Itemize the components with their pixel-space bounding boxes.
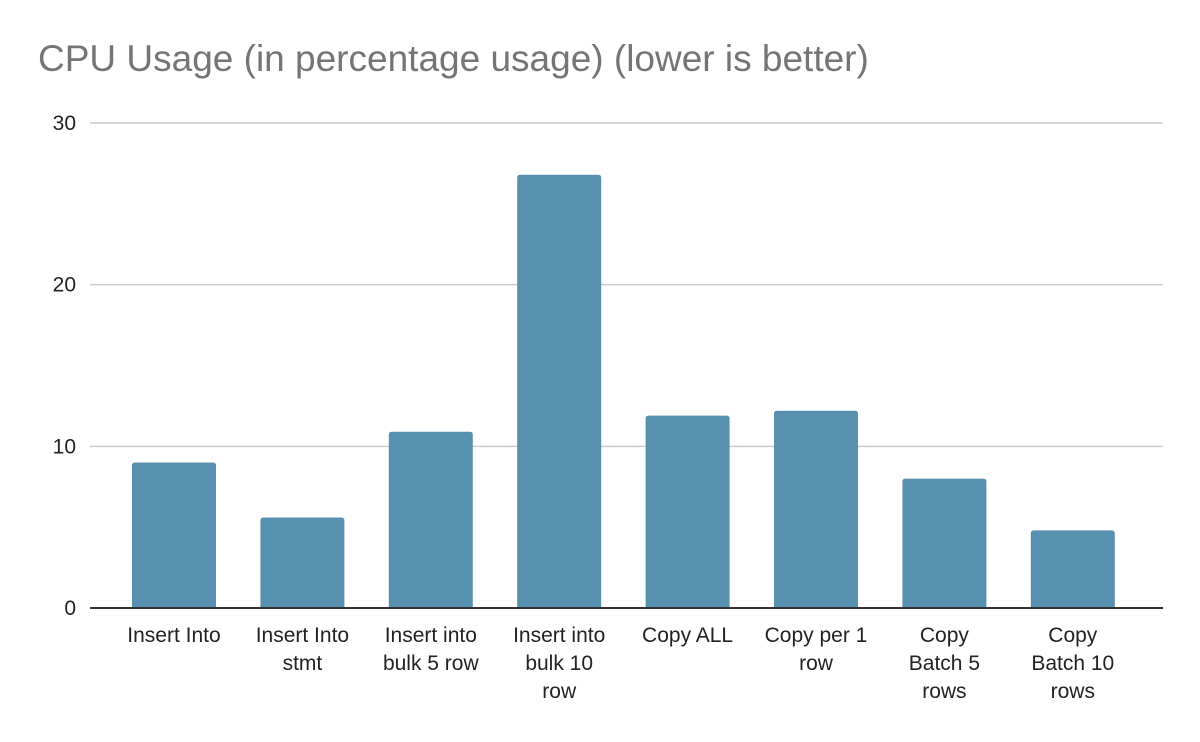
x-tick-label-line: Insert Into <box>127 624 220 647</box>
x-tick-label-line: Insert into <box>385 624 477 647</box>
x-tick-label: Copy per 1 row <box>765 624 868 675</box>
x-tick-label: Insert into bulk 5 row <box>383 624 480 675</box>
bar <box>260 517 345 608</box>
gridlines <box>90 122 1163 448</box>
bar <box>1030 530 1115 608</box>
x-tick-label-line: bulk 10 <box>525 652 593 675</box>
x-tick-label-line: bulk 5 row <box>383 652 480 675</box>
x-tick-label-line: Insert into <box>513 624 605 647</box>
x-tick-label-line: stmt <box>283 652 323 675</box>
y-tick-label: 30 <box>53 112 76 135</box>
x-tick-label: Copy Batch 5 rows <box>909 624 980 703</box>
y-tick-label: 0 <box>64 597 76 620</box>
x-tick-label-line: Batch 10 <box>1031 652 1114 675</box>
bar <box>388 431 473 608</box>
x-tick-label: Insert Into stmt <box>256 624 349 675</box>
bar <box>517 174 602 608</box>
y-tick-label: 10 <box>53 435 76 458</box>
bar <box>132 462 216 608</box>
x-tick-label-line: row <box>542 680 577 703</box>
chart-title: CPU Usage (in percentage usage) (lower i… <box>38 38 869 79</box>
y-axis-ticks: 0 10 20 30 <box>53 112 76 620</box>
x-tick-label-line: Copy ALL <box>642 624 733 647</box>
x-tick-label-line: rows <box>922 680 966 703</box>
x-tick-label-line: row <box>799 652 834 675</box>
x-tick-label-line: rows <box>1051 680 1095 703</box>
x-tick-label-line: Insert Into <box>256 624 349 647</box>
y-tick-label: 20 <box>53 274 76 297</box>
x-tick-label-line: Copy <box>920 624 970 647</box>
x-tick-label: Copy ALL <box>642 624 733 647</box>
bar <box>645 415 730 608</box>
x-tick-label-line: Copy <box>1048 624 1098 647</box>
bar <box>774 410 858 608</box>
x-tick-label-line: Copy per 1 <box>765 624 868 647</box>
bar <box>902 478 987 608</box>
bars <box>132 174 1115 608</box>
x-tick-label: Insert Into <box>127 624 220 647</box>
x-tick-label-line: Batch 5 <box>909 652 980 675</box>
x-tick-label: Insert into bulk 10 row <box>513 624 605 703</box>
x-tick-label: Copy Batch 10 rows <box>1031 624 1114 703</box>
x-axis-labels: Insert Into Insert Into stmt Insert into bul… <box>127 624 1114 703</box>
